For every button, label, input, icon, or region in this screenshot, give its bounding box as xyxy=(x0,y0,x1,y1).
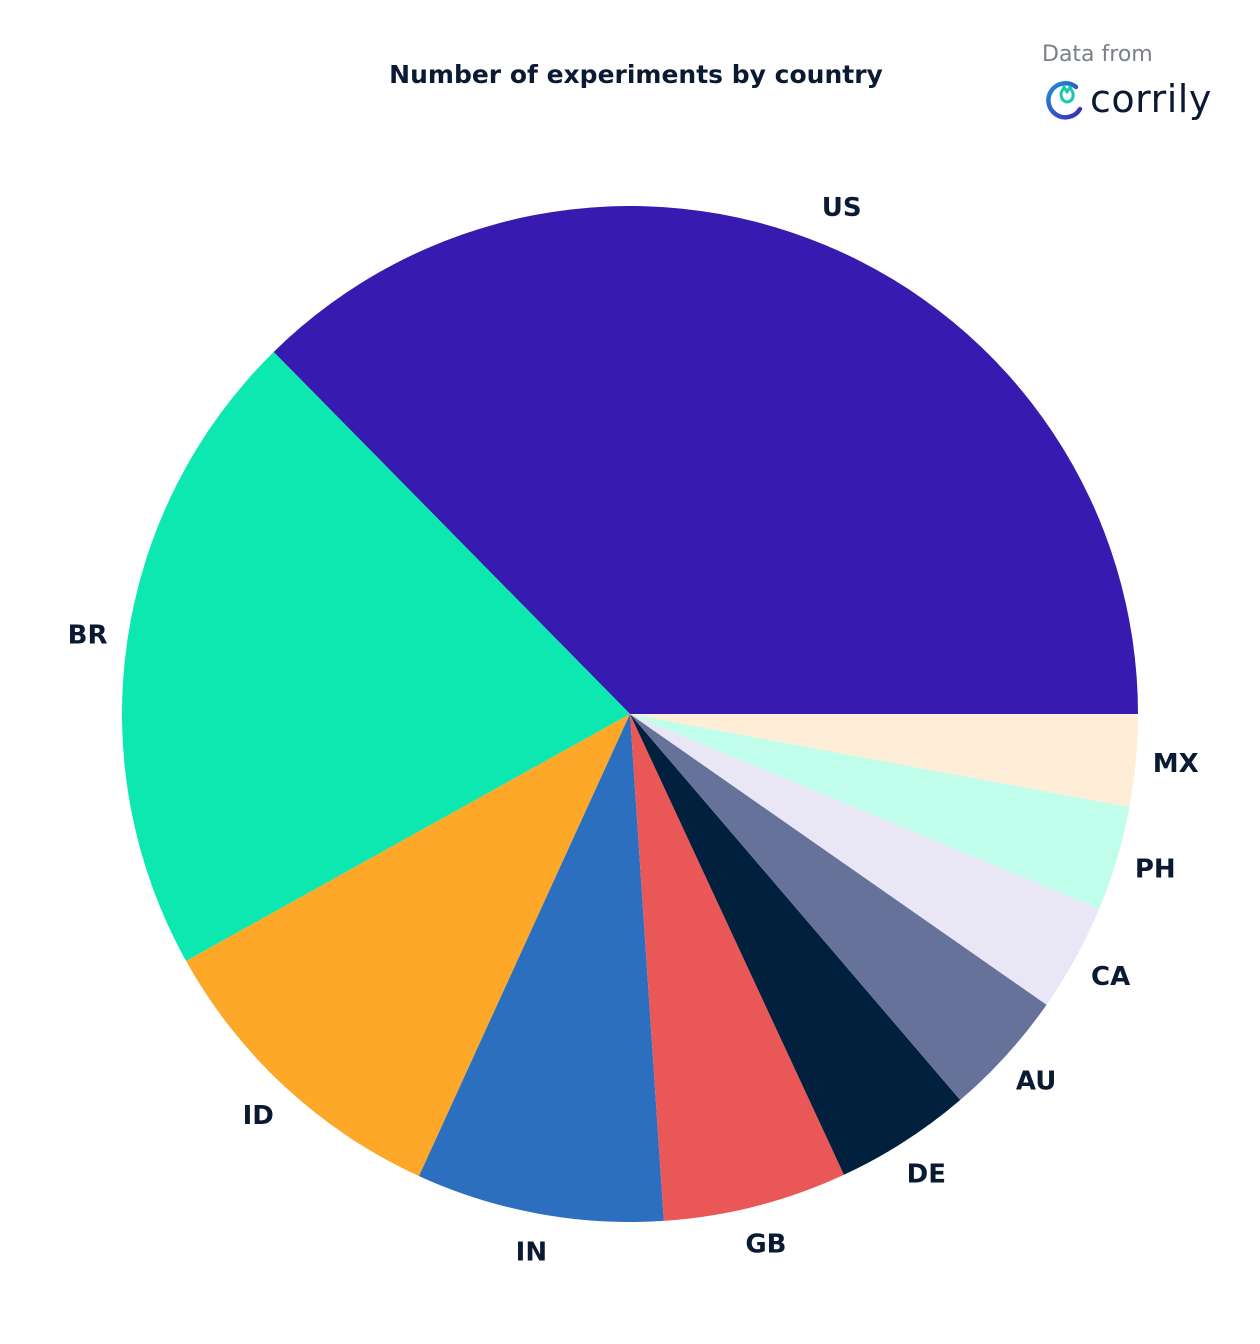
pie-slice-br[interactable] xyxy=(121,351,631,961)
pie-label-ph: PH xyxy=(1135,855,1176,885)
pie-label-au: AU xyxy=(1016,1067,1056,1097)
pie-label-id: ID xyxy=(243,1101,274,1131)
pie-slice-ca[interactable] xyxy=(630,714,1100,1005)
pie-slice-au[interactable] xyxy=(630,714,1047,1101)
pie-slice-in[interactable] xyxy=(418,714,664,1222)
pie-slice-gb[interactable] xyxy=(630,714,844,1221)
pie-label-in: IN xyxy=(516,1238,547,1268)
pie-label-de: DE xyxy=(907,1160,946,1190)
brand-logo-link[interactable]: corrily xyxy=(1042,75,1232,123)
pie-slice-us[interactable] xyxy=(273,205,1138,714)
pie-label-br: BR xyxy=(68,621,108,651)
pie-slice-de[interactable] xyxy=(630,714,961,1175)
pie-label-ca: CA xyxy=(1091,962,1130,992)
pie-label-us: US xyxy=(822,193,862,223)
attribution-label: Data from xyxy=(1042,42,1153,67)
brand-name: corrily xyxy=(1090,77,1212,121)
chart-title: Number of experiments by country xyxy=(389,60,883,89)
pie-slice-mx[interactable] xyxy=(630,714,1138,807)
pie-label-gb: GB xyxy=(745,1229,786,1259)
pie-slice-ph[interactable] xyxy=(630,714,1130,909)
corrily-cat-logo-icon xyxy=(1046,81,1083,120)
pie-slice-id[interactable] xyxy=(186,714,630,1177)
pie-label-mx: MX xyxy=(1153,749,1199,779)
data-attribution: Data from corrily xyxy=(1042,42,1232,123)
